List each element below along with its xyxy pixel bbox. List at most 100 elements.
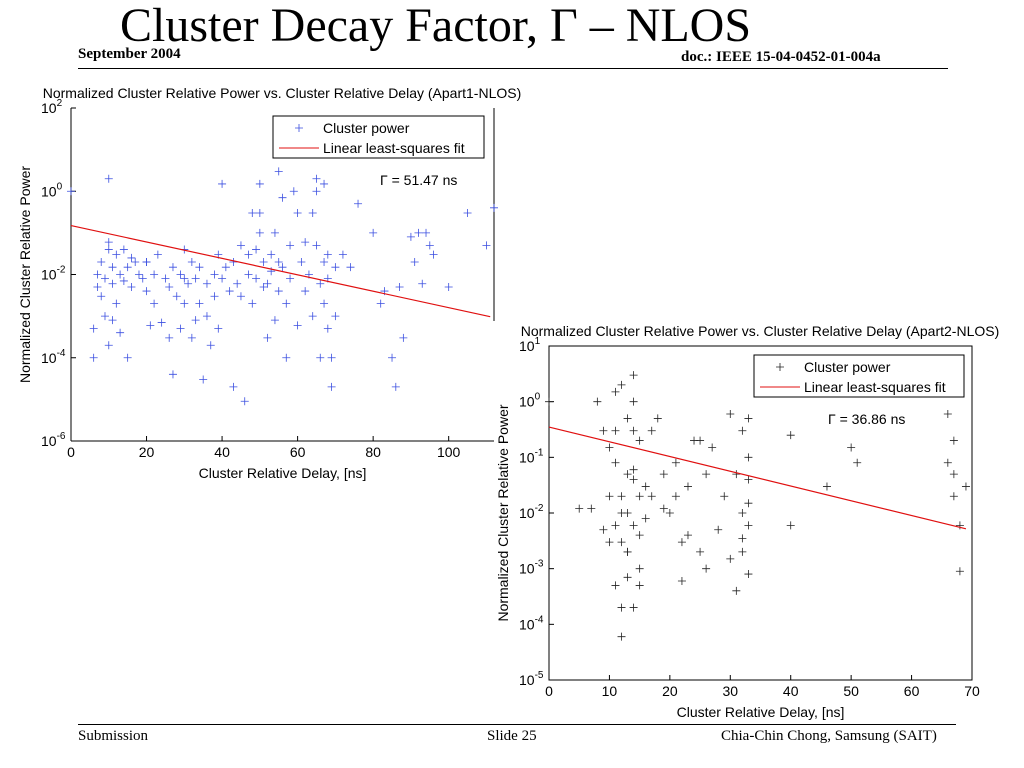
- data-point: [108, 279, 117, 288]
- data-point: [605, 443, 614, 452]
- data-point: [617, 603, 626, 612]
- data-point: [172, 292, 181, 301]
- data-point: [605, 538, 614, 547]
- data-point: [726, 554, 735, 563]
- data-point: [429, 250, 438, 259]
- data-point: [240, 397, 249, 406]
- data-point: [153, 250, 162, 259]
- data-point: [732, 470, 741, 479]
- data-point: [278, 193, 287, 202]
- data-point: [418, 279, 427, 288]
- data-point: [744, 414, 753, 423]
- data-point: [89, 353, 98, 362]
- data-point: [599, 525, 608, 534]
- data-point: [176, 270, 185, 279]
- x-tick-label: 0: [67, 444, 75, 460]
- data-point: [611, 426, 620, 435]
- data-point: [312, 241, 321, 250]
- data-point: [93, 283, 102, 292]
- data-point: [255, 228, 264, 237]
- data-point: [391, 382, 400, 391]
- data-point: [168, 263, 177, 272]
- data-point: [134, 270, 143, 279]
- data-point: [617, 380, 626, 389]
- data-point: [331, 263, 340, 272]
- data-point: [847, 443, 856, 452]
- data-point: [202, 279, 211, 288]
- data-point: [629, 426, 638, 435]
- data-point: [274, 257, 283, 266]
- data-point: [323, 250, 332, 259]
- footer-slide-number: Slide 25: [487, 728, 537, 744]
- data-point: [191, 316, 200, 325]
- data-point: [611, 521, 620, 530]
- data-point: [263, 333, 272, 342]
- y-tick-label: 10-1: [519, 447, 544, 465]
- data-point: [738, 509, 747, 517]
- y-tick-label: 10-4: [519, 614, 544, 632]
- data-point: [255, 209, 264, 218]
- data-point: [236, 241, 245, 250]
- data-point: [206, 341, 215, 350]
- y-tick-label: 10-6: [41, 431, 66, 449]
- x-tick-label: 70: [964, 683, 980, 699]
- data-point: [116, 270, 125, 279]
- data-point: [168, 370, 177, 379]
- data-point: [308, 312, 317, 321]
- data-point: [270, 228, 279, 237]
- data-point: [943, 410, 952, 419]
- data-point: [744, 499, 753, 508]
- data-point: [293, 209, 302, 218]
- data-point: [210, 292, 219, 301]
- data-point: [127, 283, 136, 292]
- data-point: [575, 504, 584, 513]
- header-divider: [78, 68, 948, 69]
- data-point: [617, 492, 626, 501]
- footer-author: Chia-Chin Chong, Samsung (SAIT): [721, 728, 937, 744]
- data-point: [199, 375, 208, 384]
- data-point: [127, 253, 136, 262]
- data-point: [244, 250, 253, 259]
- data-point: [67, 187, 75, 196]
- data-point: [157, 318, 166, 327]
- data-point: [108, 316, 117, 325]
- x-tick-label: 20: [662, 683, 678, 699]
- data-point: [683, 531, 692, 540]
- data-point: [659, 470, 668, 479]
- data-point: [176, 324, 185, 333]
- data-point: [331, 312, 340, 321]
- chart-apart1: Normalized Cluster Relative Power vs. Cl…: [17, 85, 521, 481]
- data-point: [338, 250, 347, 259]
- data-point: [346, 263, 355, 272]
- data-point: [647, 492, 656, 501]
- data-point: [218, 179, 227, 188]
- data-point: [104, 245, 113, 254]
- y-tick-label: 102: [41, 98, 63, 116]
- data-point: [119, 276, 128, 285]
- data-point: [320, 179, 329, 188]
- data-point: [671, 458, 680, 467]
- data-point: [647, 426, 656, 435]
- data-point: [949, 492, 958, 501]
- legend-marker: [776, 363, 784, 371]
- x-tick-label: 100: [437, 444, 461, 460]
- data-point: [599, 426, 608, 435]
- x-tick-label: 20: [139, 444, 155, 460]
- data-point: [187, 333, 196, 342]
- chart-title: Normalized Cluster Relative Power vs. Cl…: [521, 323, 1000, 339]
- data-point: [301, 238, 310, 247]
- data-point: [165, 333, 174, 342]
- data-point: [822, 482, 831, 491]
- data-point: [267, 250, 276, 259]
- x-tick-label: 30: [722, 683, 738, 699]
- data-point: [327, 382, 336, 391]
- data-point: [629, 521, 638, 530]
- x-axis-label: Cluster Relative Delay, [ns]: [677, 704, 845, 720]
- data-point: [593, 397, 602, 406]
- data-point: [320, 299, 329, 308]
- data-point: [490, 203, 498, 212]
- data-point: [611, 581, 620, 590]
- data-point: [738, 547, 747, 556]
- data-point: [641, 514, 650, 523]
- x-tick-label: 80: [365, 444, 381, 460]
